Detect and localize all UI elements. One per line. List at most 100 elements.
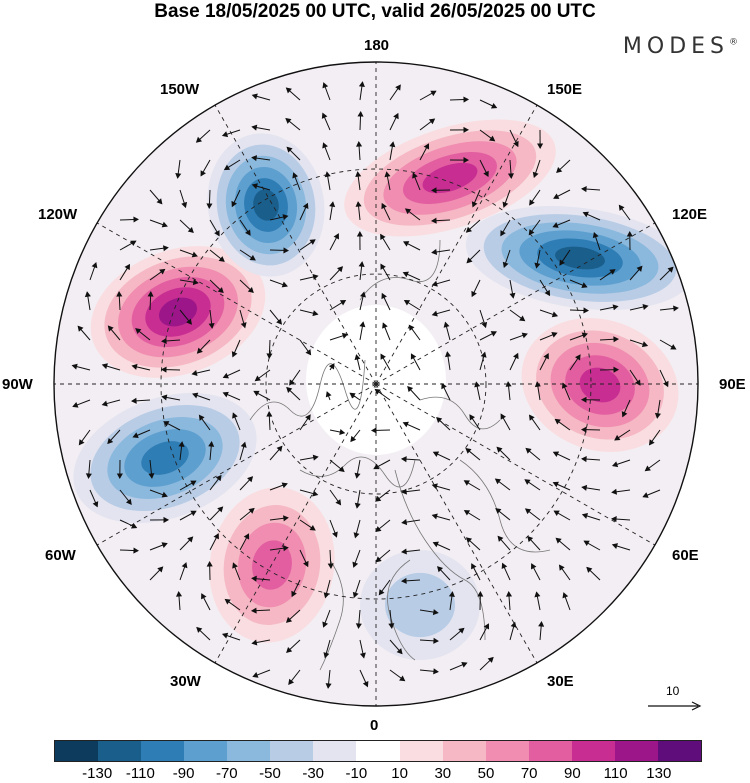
coastline [299, 456, 416, 488]
wind-arrowhead [276, 445, 283, 452]
wind-arrowhead [312, 274, 319, 280]
modes-logo: MODES® [623, 34, 738, 59]
colorbar-swatch [657, 741, 701, 761]
coastlines [249, 239, 551, 671]
wind-arrowhead [289, 379, 295, 386]
wind-arrowhead [423, 143, 430, 150]
wind-arrowhead [382, 322, 388, 329]
wind-arrowhead [396, 648, 403, 655]
wind-arrowhead [626, 230, 633, 237]
wind-arrowhead [583, 307, 590, 314]
wind-arrowhead [378, 589, 385, 596]
wind-arrowhead [223, 164, 231, 171]
wind-arrowhead [161, 394, 168, 401]
wind-arrowhead [357, 110, 364, 117]
wind-arrowhead [673, 305, 679, 312]
wind-arrowhead [292, 172, 299, 179]
wind-arrowhead [581, 484, 588, 491]
latitude-circle [160, 168, 592, 600]
wind-arrowhead [253, 390, 260, 397]
coastline [249, 359, 366, 421]
wind-arrowhead [528, 229, 535, 236]
wind-arrowhead [403, 241, 410, 247]
label-lon-30e: 30E [547, 673, 574, 690]
wind-arrowhead [461, 661, 468, 668]
anomaly-blob [521, 318, 679, 452]
wind-arrowhead [621, 411, 628, 418]
colorbar-swatch [528, 741, 572, 761]
colorbar-ticks: -130 -110 -90 -70 -50 -30 -10 10 30 50 70 90 110 130 [0, 765, 750, 783]
wind-arrowhead [215, 474, 222, 482]
coastline [459, 459, 551, 553]
wind-arrowhead [580, 426, 587, 433]
wind-arrowhead [433, 668, 439, 675]
wind-arrowhead [323, 592, 330, 599]
wind-arrowhead [116, 473, 123, 480]
wind-arrowhead [432, 541, 439, 548]
wind-arrowhead [581, 282, 588, 288]
wind-arrowhead [161, 491, 168, 498]
wind-arrowhead [444, 351, 452, 358]
wind-arrowhead [487, 656, 494, 663]
wind-arrowhead [483, 623, 490, 630]
wind-arrowhead [163, 516, 170, 523]
wind-arrowhead [373, 463, 380, 470]
wind-arrowhead [251, 639, 258, 646]
colorbar-tick-label: 130 [646, 765, 672, 782]
wind-arrowhead [78, 439, 85, 446]
wind-arrowhead [609, 269, 616, 275]
wind-arrowhead [341, 332, 349, 339]
wind-arrowhead [250, 607, 257, 614]
wind-arrowhead [534, 381, 541, 388]
coastline [359, 239, 441, 301]
wind-arrowhead [636, 265, 643, 272]
meridian-line [375, 383, 538, 664]
wind-arrowhead [471, 563, 477, 570]
wind-arrowhead [224, 598, 231, 605]
colorbar-tick-label: 110 [603, 765, 628, 782]
wind-arrowhead [247, 476, 254, 483]
wind-arrowhead [380, 263, 386, 270]
coastline [419, 396, 501, 430]
wind-arrowhead [251, 575, 257, 582]
wind-arrowhead [431, 310, 438, 317]
wind-arrowhead [393, 112, 399, 120]
wind-arrowhead [613, 336, 620, 343]
wind-arrowhead [322, 82, 329, 89]
wind-arrowhead [641, 341, 649, 348]
colorbar-swatch [184, 741, 228, 761]
wind-arrowhead [85, 473, 92, 479]
wind-arrowhead [266, 353, 273, 360]
wind-arrowhead [305, 414, 311, 421]
wind-arrowhead [107, 437, 114, 445]
wind-arrowhead [282, 214, 289, 221]
map-border [53, 61, 699, 707]
brand-mark: ® [729, 37, 738, 48]
wind-arrowhead [312, 454, 319, 461]
wind-arrowhead [157, 566, 164, 573]
wind-arrowhead [436, 417, 443, 424]
anomaly-contour [555, 246, 605, 270]
wind-arrowhead [161, 221, 168, 228]
wind-arrowhead [412, 172, 418, 179]
colorbar-tick-label: 10 [391, 765, 408, 782]
wind-arrowhead [124, 263, 131, 271]
wind-arrowhead [553, 510, 560, 516]
wind-arrowhead [532, 171, 539, 179]
wind-arrowhead [505, 591, 513, 597]
wind-arrowhead [538, 621, 545, 627]
wind-arrowhead [329, 201, 336, 208]
wind-arrowhead [116, 290, 123, 297]
wind-arrowhead [309, 239, 316, 245]
wind-arrowhead [612, 304, 619, 311]
brand-text: MODES [622, 34, 729, 59]
wind-arrowhead [338, 466, 345, 473]
wind-arrowhead [403, 299, 411, 306]
wind-arrowhead [395, 84, 401, 91]
wind-arrowhead [465, 226, 472, 233]
wind-arrowhead [92, 501, 99, 508]
wind-arrowhead [490, 102, 498, 109]
wind-arrowhead [333, 233, 339, 240]
wind-arrowhead [160, 366, 167, 373]
wind-arrowhead [513, 352, 519, 360]
